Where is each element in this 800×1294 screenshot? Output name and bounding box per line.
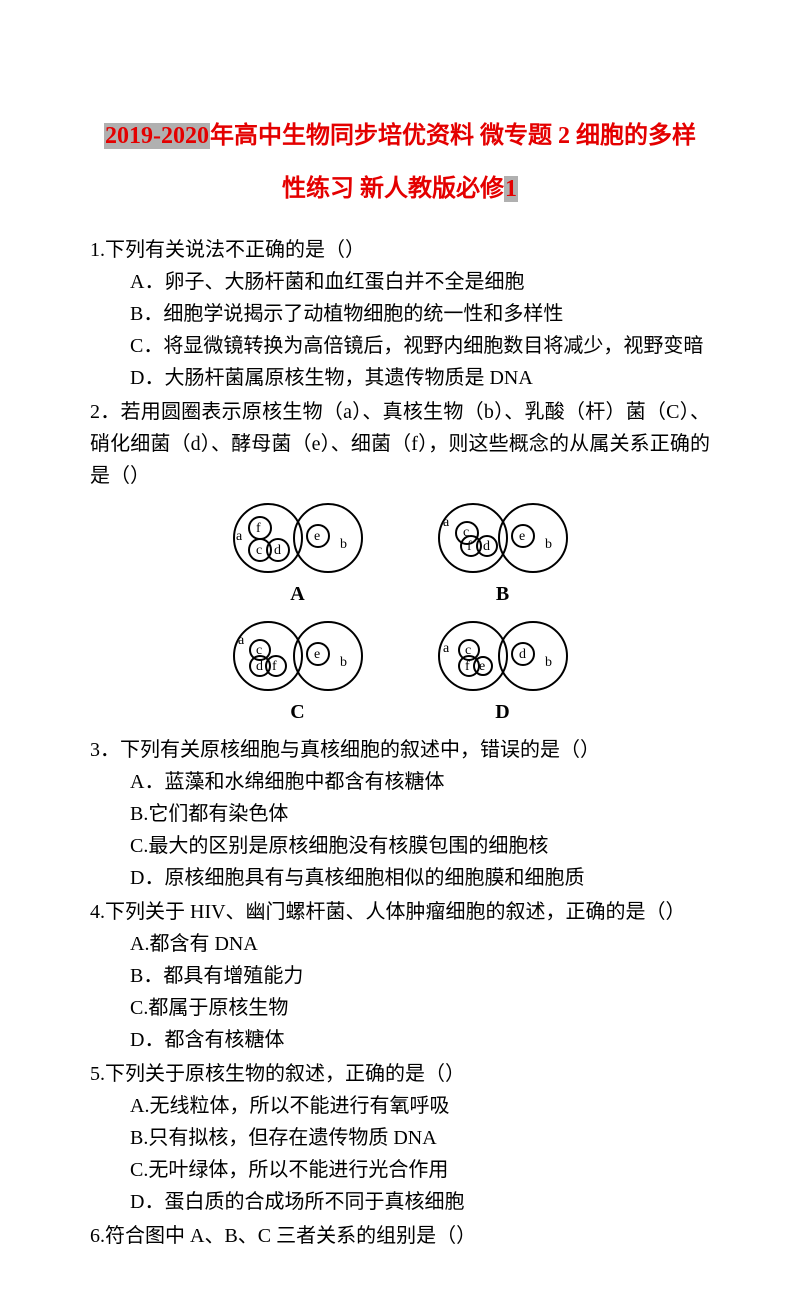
- diagram-label: D: [423, 696, 583, 728]
- diagram-a: a f c d e b A: [218, 498, 378, 610]
- title-num-highlight: 1: [504, 176, 518, 202]
- question-stem: 5.下列关于原核生物的叙述，正确的是（）: [90, 1058, 710, 1090]
- question-4: 4.下列关于 HIV、幽门螺杆菌、人体肿瘤细胞的叙述，正确的是（） A.都含有 …: [90, 896, 710, 1056]
- svg-text:a: a: [443, 641, 450, 656]
- svg-text:e: e: [314, 529, 320, 544]
- svg-text:d: d: [483, 539, 490, 554]
- svg-text:f: f: [467, 539, 472, 554]
- title-rest-1: 年高中生物同步培优资料 微专题 2 细胞的多样: [210, 123, 696, 149]
- title-year-highlight: 2019-2020: [104, 123, 210, 149]
- svg-text:b: b: [545, 655, 552, 670]
- option: A．蓝藻和水绵细胞中都含有核糖体: [90, 766, 710, 798]
- svg-text:b: b: [340, 655, 347, 670]
- question-stem: 2．若用圆圈表示原核生物（a）、真核生物（b）、乳酸（杆）菌（C）、硝化细菌（d…: [90, 396, 710, 492]
- svg-text:d: d: [256, 659, 263, 674]
- svg-text:a: a: [238, 633, 245, 648]
- option: B．细胞学说揭示了动植物细胞的统一性和多样性: [90, 298, 710, 330]
- diagram-b: a c f d e b B: [423, 498, 583, 610]
- svg-text:d: d: [274, 543, 281, 558]
- svg-text:a: a: [236, 529, 243, 544]
- title-line-2: 性练习 新人教版必修1: [90, 163, 710, 216]
- option: C.最大的区别是原核细胞没有核膜包围的细胞核: [90, 830, 710, 862]
- venn-icon: a f c d e b: [218, 498, 378, 576]
- svg-text:b: b: [340, 537, 347, 552]
- diagram-label: A: [218, 578, 378, 610]
- option: D．原核细胞具有与真核细胞相似的细胞膜和细胞质: [90, 862, 710, 894]
- option: A.无线粒体，所以不能进行有氧呼吸: [90, 1090, 710, 1122]
- venn-icon: a c f e d b: [423, 616, 583, 694]
- venn-icon: a c d f e b: [218, 616, 378, 694]
- question-stem: 1.下列有关说法不正确的是（）: [90, 234, 710, 266]
- question-stem: 6.符合图中 A、B、C 三者关系的组别是（）: [90, 1220, 710, 1252]
- svg-text:e: e: [314, 647, 320, 662]
- title-rest-2: 性练习 新人教版必修: [282, 176, 504, 202]
- svg-text:c: c: [256, 643, 262, 658]
- option: B.只有拟核，但存在遗传物质 DNA: [90, 1122, 710, 1154]
- option: C．将显微镜转换为高倍镜后，视野内细胞数目将减少，视野变暗: [90, 330, 710, 362]
- option: B.它们都有染色体: [90, 798, 710, 830]
- question-2: 2．若用圆圈表示原核生物（a）、真核生物（b）、乳酸（杆）菌（C）、硝化细菌（d…: [90, 396, 710, 492]
- svg-text:c: c: [256, 543, 262, 558]
- svg-text:d: d: [519, 647, 526, 662]
- option: B．都具有增殖能力: [90, 960, 710, 992]
- question-stem: 4.下列关于 HIV、幽门螺杆菌、人体肿瘤细胞的叙述，正确的是（）: [90, 896, 710, 928]
- svg-text:e: e: [519, 529, 525, 544]
- option: D．都含有核糖体: [90, 1024, 710, 1056]
- title-line-1: 2019-2020年高中生物同步培优资料 微专题 2 细胞的多样: [90, 110, 710, 163]
- diagram-label: C: [218, 696, 378, 728]
- figure-row-2: a c d f e b C: [90, 616, 710, 728]
- option: A．卵子、大肠杆菌和血红蛋白并不全是细胞: [90, 266, 710, 298]
- figure-row-1: a f c d e b A: [90, 498, 710, 610]
- question-stem: 3．下列有关原核细胞与真核细胞的叙述中，错误的是（）: [90, 734, 710, 766]
- option: C.无叶绿体，所以不能进行光合作用: [90, 1154, 710, 1186]
- diagram-c: a c d f e b C: [218, 616, 378, 728]
- svg-text:f: f: [465, 659, 470, 674]
- option: C.都属于原核生物: [90, 992, 710, 1024]
- svg-text:c: c: [465, 643, 471, 658]
- option: A.都含有 DNA: [90, 928, 710, 960]
- svg-text:f: f: [272, 659, 277, 674]
- svg-text:c: c: [463, 525, 469, 540]
- option: D．大肠杆菌属原核生物，其遗传物质是 DNA: [90, 362, 710, 394]
- question-5: 5.下列关于原核生物的叙述，正确的是（） A.无线粒体，所以不能进行有氧呼吸 B…: [90, 1058, 710, 1218]
- venn-icon: a c f d e b: [423, 498, 583, 576]
- diagram-label: B: [423, 578, 583, 610]
- question-3: 3．下列有关原核细胞与真核细胞的叙述中，错误的是（） A．蓝藻和水绵细胞中都含有…: [90, 734, 710, 894]
- svg-text:e: e: [479, 659, 485, 674]
- question-6: 6.符合图中 A、B、C 三者关系的组别是（）: [90, 1220, 710, 1252]
- svg-text:f: f: [256, 521, 261, 536]
- question-1: 1.下列有关说法不正确的是（） A．卵子、大肠杆菌和血红蛋白并不全是细胞 B．细…: [90, 234, 710, 394]
- svg-text:b: b: [545, 537, 552, 552]
- option: D．蛋白质的合成场所不同于真核细胞: [90, 1186, 710, 1218]
- diagram-d: a c f e d b D: [423, 616, 583, 728]
- page: 2019-2020年高中生物同步培优资料 微专题 2 细胞的多样 性练习 新人教…: [0, 0, 800, 1294]
- svg-text:a: a: [443, 515, 450, 530]
- document-title: 2019-2020年高中生物同步培优资料 微专题 2 细胞的多样 性练习 新人教…: [90, 110, 710, 216]
